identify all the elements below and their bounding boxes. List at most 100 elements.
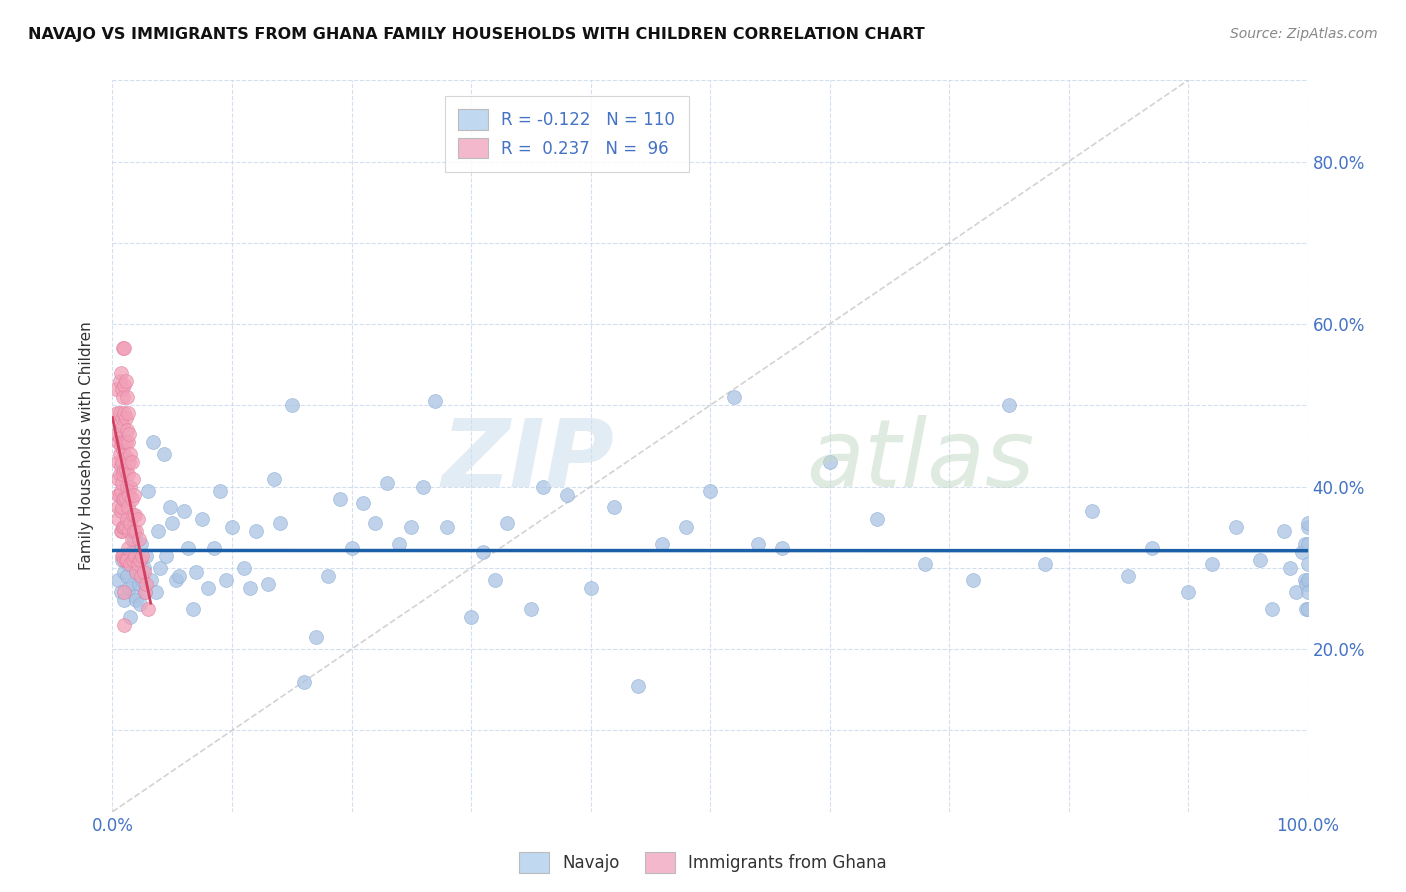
Point bbox=[329, 491, 352, 506]
Point bbox=[233, 561, 256, 575]
Text: atlas: atlas bbox=[806, 415, 1033, 506]
Point bbox=[131, 549, 153, 563]
Point bbox=[142, 434, 165, 449]
Point bbox=[118, 524, 141, 539]
Point bbox=[120, 447, 142, 461]
Point bbox=[520, 601, 543, 615]
Point bbox=[202, 541, 225, 555]
Point bbox=[114, 585, 135, 599]
Point bbox=[114, 491, 135, 506]
Point bbox=[1296, 516, 1319, 531]
Point bbox=[998, 398, 1021, 412]
Point bbox=[114, 553, 135, 567]
Point bbox=[377, 475, 399, 490]
Point bbox=[111, 455, 134, 469]
Point bbox=[127, 557, 149, 571]
Point bbox=[122, 524, 145, 539]
Point bbox=[114, 565, 135, 579]
Point bbox=[221, 520, 243, 534]
Point bbox=[675, 520, 697, 534]
Point bbox=[177, 541, 200, 555]
Point bbox=[114, 407, 135, 421]
Point bbox=[914, 557, 936, 571]
Point bbox=[114, 434, 135, 449]
Point bbox=[107, 488, 129, 502]
Point bbox=[110, 366, 132, 380]
Point bbox=[107, 434, 129, 449]
Point bbox=[239, 581, 262, 595]
Point bbox=[111, 553, 134, 567]
Point bbox=[110, 483, 132, 498]
Point bbox=[197, 581, 219, 595]
Point bbox=[1142, 541, 1164, 555]
Point bbox=[114, 593, 135, 607]
Point bbox=[1296, 536, 1319, 550]
Point bbox=[1294, 573, 1316, 587]
Point bbox=[186, 565, 208, 579]
Point bbox=[531, 480, 554, 494]
Point bbox=[1225, 520, 1247, 534]
Point bbox=[111, 475, 134, 490]
Point bbox=[115, 423, 138, 437]
Point bbox=[121, 577, 143, 591]
Point bbox=[1285, 585, 1308, 599]
Point bbox=[1272, 524, 1295, 539]
Point bbox=[110, 524, 132, 539]
Point bbox=[388, 536, 411, 550]
Point bbox=[114, 491, 136, 506]
Point bbox=[191, 512, 214, 526]
Point bbox=[1291, 544, 1313, 558]
Text: ZIP: ZIP bbox=[441, 415, 614, 507]
Point bbox=[962, 573, 984, 587]
Point bbox=[112, 549, 135, 563]
Point bbox=[138, 601, 160, 615]
Point bbox=[120, 557, 142, 571]
Point bbox=[1118, 569, 1140, 583]
Point bbox=[747, 536, 769, 550]
Point bbox=[118, 455, 141, 469]
Point bbox=[111, 382, 134, 396]
Point bbox=[149, 561, 172, 575]
Point bbox=[129, 569, 152, 583]
Point bbox=[155, 549, 177, 563]
Point bbox=[115, 390, 138, 404]
Point bbox=[120, 609, 142, 624]
Text: Source: ZipAtlas.com: Source: ZipAtlas.com bbox=[1230, 27, 1378, 41]
Point bbox=[169, 569, 191, 583]
Point bbox=[118, 426, 141, 441]
Point bbox=[159, 500, 181, 514]
Point bbox=[118, 581, 141, 595]
Point bbox=[125, 524, 148, 539]
Point bbox=[1081, 504, 1104, 518]
Point bbox=[1261, 601, 1284, 615]
Point bbox=[245, 524, 267, 539]
Point bbox=[122, 488, 145, 502]
Point bbox=[1296, 573, 1319, 587]
Point bbox=[699, 483, 721, 498]
Point bbox=[496, 516, 519, 531]
Point bbox=[117, 557, 139, 571]
Point bbox=[115, 451, 138, 466]
Y-axis label: Family Households with Children: Family Households with Children bbox=[79, 322, 94, 570]
Point bbox=[153, 447, 176, 461]
Point bbox=[115, 480, 138, 494]
Point bbox=[723, 390, 745, 404]
Point bbox=[121, 455, 143, 469]
Point bbox=[139, 573, 162, 587]
Point bbox=[114, 520, 136, 534]
Point bbox=[316, 569, 339, 583]
Point bbox=[1177, 585, 1199, 599]
Point bbox=[165, 573, 187, 587]
Legend: Navajo, Immigrants from Ghana: Navajo, Immigrants from Ghana bbox=[513, 846, 893, 880]
Point bbox=[134, 585, 156, 599]
Point bbox=[105, 426, 128, 441]
Point bbox=[105, 382, 128, 396]
Point bbox=[122, 533, 145, 547]
Point bbox=[121, 533, 143, 547]
Point bbox=[129, 536, 152, 550]
Point bbox=[305, 630, 328, 644]
Point bbox=[340, 541, 363, 555]
Point bbox=[770, 541, 793, 555]
Point bbox=[108, 488, 131, 502]
Point bbox=[110, 459, 132, 474]
